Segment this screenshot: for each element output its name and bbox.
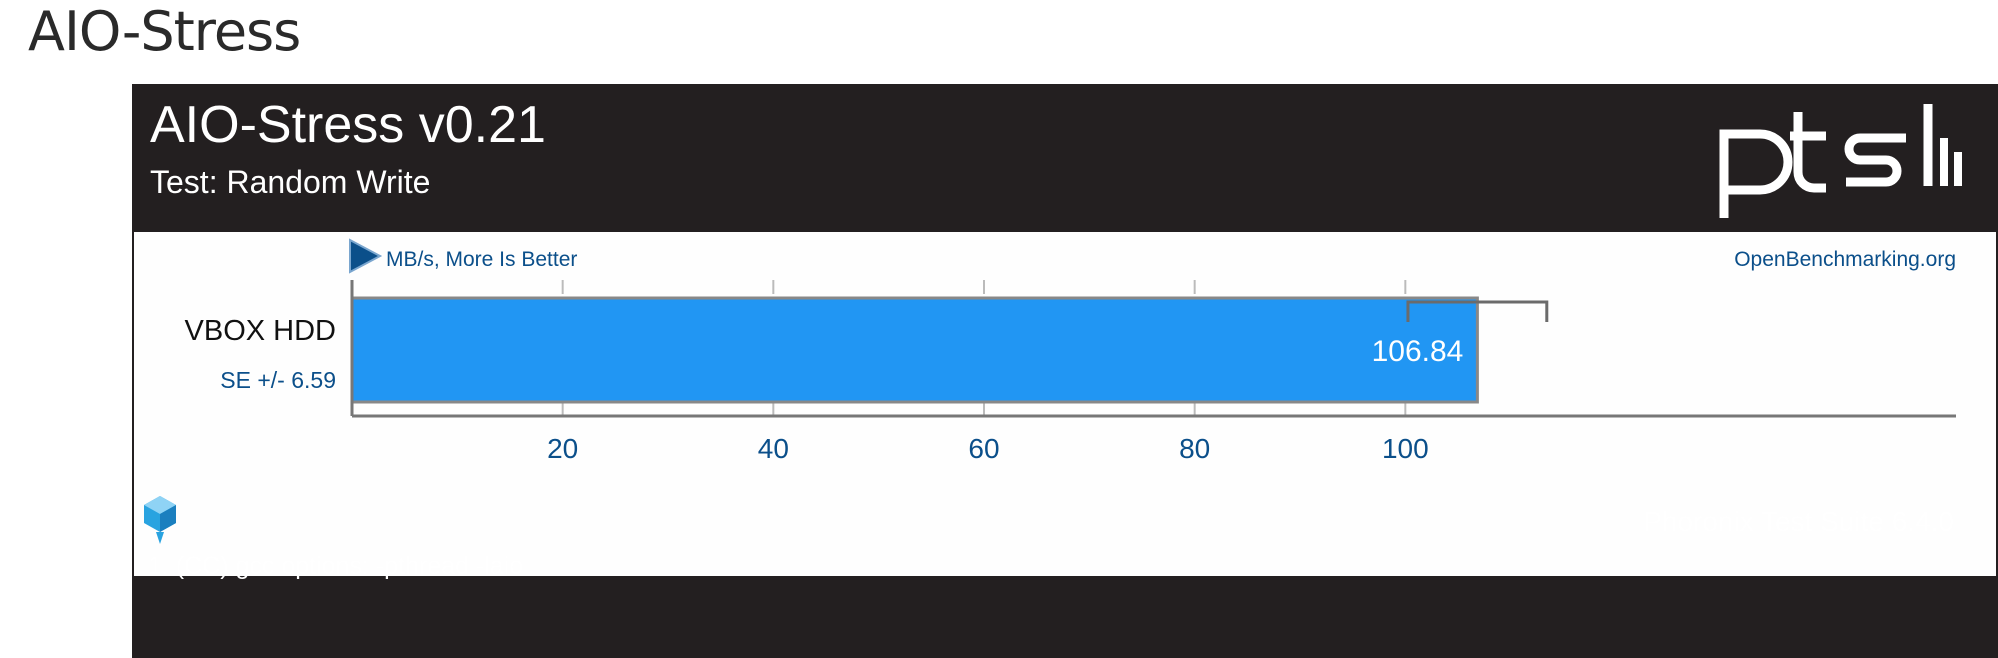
suite-version: Phoronix Test Suite 6.4.0 <box>1643 506 1954 537</box>
bar-0 <box>350 296 1479 404</box>
x-tick-label-100: 100 <box>1382 433 1429 464</box>
error-bar-0 <box>1406 300 1549 322</box>
category-label-0: VBOX HDD <box>185 315 336 347</box>
units-arrow-icon <box>349 238 383 274</box>
x-tick-label-80: 80 <box>1179 433 1210 464</box>
bar-value-label-0: 106.84 <box>1372 335 1464 368</box>
source-label: OpenBenchmarking.org <box>1734 248 1956 271</box>
cube-logo-icon <box>144 496 176 544</box>
card-title: AIO-Stress v0.21 <box>150 96 546 154</box>
bar-chart: MB/s, More Is Better OpenBenchmarking.or… <box>185 238 1956 464</box>
benchmark-card: AIO-Stress v0.21 Test: Random Write ptsl… <box>132 84 1998 658</box>
compiler-note: 1. (CC) gcc options: -pthread -laio <box>148 552 524 580</box>
card-subtitle: Test: Random Write <box>150 164 431 200</box>
x-tick-label-60: 60 <box>968 433 999 464</box>
plot-area: MB/s, More Is Better OpenBenchmarking.or… <box>134 232 1996 576</box>
x-tick-label-40: 40 <box>758 433 789 464</box>
x-tick-label-20: 20 <box>547 433 578 464</box>
units-label: MB/s, More Is Better <box>386 248 577 271</box>
page-heading: AIO-Stress <box>28 0 301 63</box>
error-label-0: SE +/- 6.59 <box>220 367 336 393</box>
pts-logo: ptsl <box>1710 94 1962 218</box>
logo-text: ptsl <box>1710 94 1712 95</box>
